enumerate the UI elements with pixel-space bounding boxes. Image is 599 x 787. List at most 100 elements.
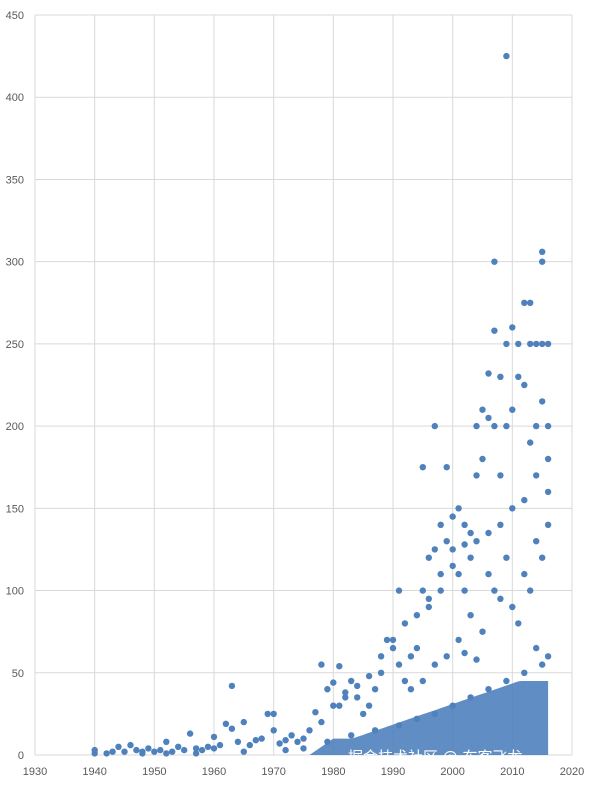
data-point <box>485 414 492 422</box>
data-point <box>198 746 206 754</box>
data-point <box>544 521 552 528</box>
data-point <box>360 710 367 718</box>
data-point <box>503 422 510 430</box>
grid-lines <box>34 14 573 756</box>
data-point <box>533 644 540 652</box>
data-point <box>527 340 534 348</box>
data-point <box>389 636 397 644</box>
data-point <box>318 718 325 726</box>
data-point <box>425 554 432 561</box>
data-point <box>216 741 224 749</box>
data-point <box>431 661 438 668</box>
data-point <box>139 750 146 757</box>
data-point <box>491 587 498 594</box>
data-point <box>306 727 313 734</box>
data-point <box>425 595 432 602</box>
data-point <box>91 746 98 754</box>
x-tick-label: 2010 <box>500 766 524 778</box>
data-point <box>252 737 259 744</box>
y-tick-label: 50 <box>12 668 24 680</box>
data-point <box>222 720 230 727</box>
data-point <box>485 370 492 377</box>
data-point <box>264 710 271 718</box>
data-point <box>288 732 295 739</box>
data-point <box>521 299 528 306</box>
data-point <box>473 472 480 479</box>
data-point <box>407 686 415 693</box>
data-points <box>91 52 552 757</box>
data-point <box>294 738 301 745</box>
data-point <box>371 686 379 693</box>
data-point <box>497 373 504 380</box>
watermark-text: 掘金技术社区 @ 布客飞龙 <box>348 748 523 766</box>
data-point <box>240 718 247 726</box>
data-point <box>461 521 468 528</box>
y-tick-label: 100 <box>6 586 24 598</box>
data-point <box>539 340 546 348</box>
data-point <box>121 748 128 755</box>
data-point <box>539 661 546 668</box>
y-tick-label: 400 <box>6 92 24 104</box>
data-point <box>509 505 516 512</box>
data-point <box>449 546 456 553</box>
y-tick-label: 0 <box>18 750 24 762</box>
data-point <box>467 554 474 561</box>
data-point <box>497 472 504 479</box>
data-point <box>413 612 421 619</box>
dense-cluster-area <box>309 681 549 755</box>
data-point <box>473 538 480 545</box>
data-point <box>401 677 409 685</box>
data-point <box>330 702 337 709</box>
data-point <box>503 340 510 348</box>
data-point <box>210 745 218 752</box>
data-point <box>521 381 528 389</box>
data-point <box>533 422 540 430</box>
y-tick-label: 350 <box>6 174 24 186</box>
data-point <box>354 694 361 701</box>
data-point <box>521 669 528 676</box>
data-point <box>544 653 552 660</box>
data-point <box>425 603 432 611</box>
data-point <box>461 541 468 548</box>
data-point <box>509 324 516 331</box>
data-point <box>539 258 546 265</box>
data-point <box>485 686 492 693</box>
data-point <box>437 570 444 578</box>
data-point <box>515 373 522 380</box>
data-point <box>324 686 331 693</box>
data-point <box>186 730 194 737</box>
data-point <box>192 745 200 752</box>
data-point <box>479 455 486 463</box>
data-point <box>395 661 403 668</box>
data-point <box>204 743 212 750</box>
x-axis-ticks: 1930 1940 1950 1960 1970 1980 1990 2000 2010 2020 <box>23 766 584 778</box>
data-point <box>163 738 170 745</box>
data-point <box>169 748 176 755</box>
x-tick-label: 1970 <box>261 766 285 778</box>
data-point <box>503 52 510 60</box>
data-point <box>455 636 462 644</box>
data-point <box>521 496 528 504</box>
data-point <box>336 702 343 709</box>
data-point <box>485 570 492 578</box>
data-point <box>533 340 540 348</box>
data-point <box>365 672 373 680</box>
data-point <box>276 740 283 747</box>
data-point <box>467 529 474 537</box>
data-point <box>491 422 498 430</box>
data-point <box>473 656 480 663</box>
data-point <box>383 636 391 644</box>
data-point <box>443 653 450 660</box>
data-point <box>521 570 528 578</box>
data-point <box>258 735 265 742</box>
data-point <box>282 746 289 754</box>
data-point <box>181 746 188 754</box>
dense-data-band <box>309 681 549 755</box>
data-point <box>485 529 492 537</box>
data-point <box>377 669 385 676</box>
data-point <box>437 587 444 594</box>
data-point <box>515 340 522 348</box>
data-point <box>300 735 307 742</box>
data-point <box>282 737 289 744</box>
data-point <box>377 653 385 660</box>
